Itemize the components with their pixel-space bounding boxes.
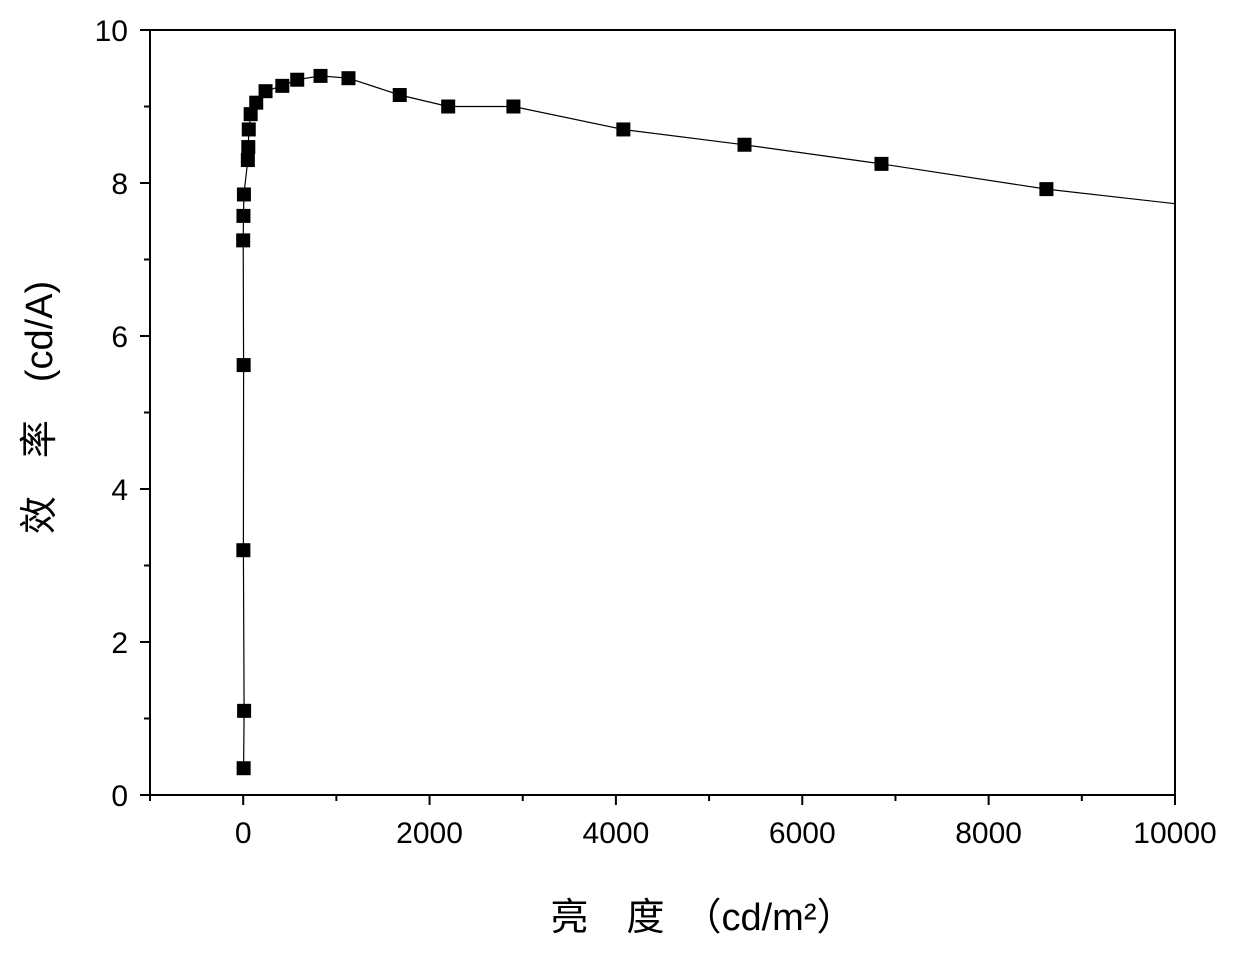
x-tick-label: 4000 [583,817,650,850]
data-point [241,140,256,155]
data-point [236,208,251,223]
data-point [243,107,258,122]
data-point [874,156,889,171]
data-point [290,72,305,87]
y-tick-label: 10 [95,15,128,48]
y-tick-label: 8 [111,168,128,201]
data-point [616,122,631,137]
x-tick-label: 10000 [1133,817,1216,850]
data-point [249,95,264,110]
x-tick-label: 8000 [955,817,1022,850]
data-point [1039,182,1054,197]
data-point [236,233,251,248]
x-tick-label: 6000 [769,817,836,850]
plot-frame [149,29,1176,796]
data-point [236,543,251,558]
y-tick-label: 6 [111,321,128,354]
y-tick-label: 2 [111,627,128,660]
data-point [236,187,251,202]
data-point [392,88,407,103]
data-point [236,358,251,373]
data-point [737,137,752,152]
data-point [236,761,251,776]
data-point [237,703,252,718]
y-axis-title: 效 率 (cd/A) [19,281,61,534]
data-point [506,99,521,114]
data-point [241,122,256,137]
data-point [313,68,328,83]
series-line [242,75,1176,769]
y-tick-label: 4 [111,474,128,507]
y-tick-label: 0 [111,780,128,813]
data-point [258,84,273,99]
x-tick-label: 2000 [396,817,463,850]
data-point [341,71,356,86]
x-tick-label: 0 [235,817,252,850]
data-point [275,78,290,93]
x-axis-title: 亮 度 （cd/m²） [550,897,854,939]
data-point [441,99,456,114]
data-point [240,153,255,168]
